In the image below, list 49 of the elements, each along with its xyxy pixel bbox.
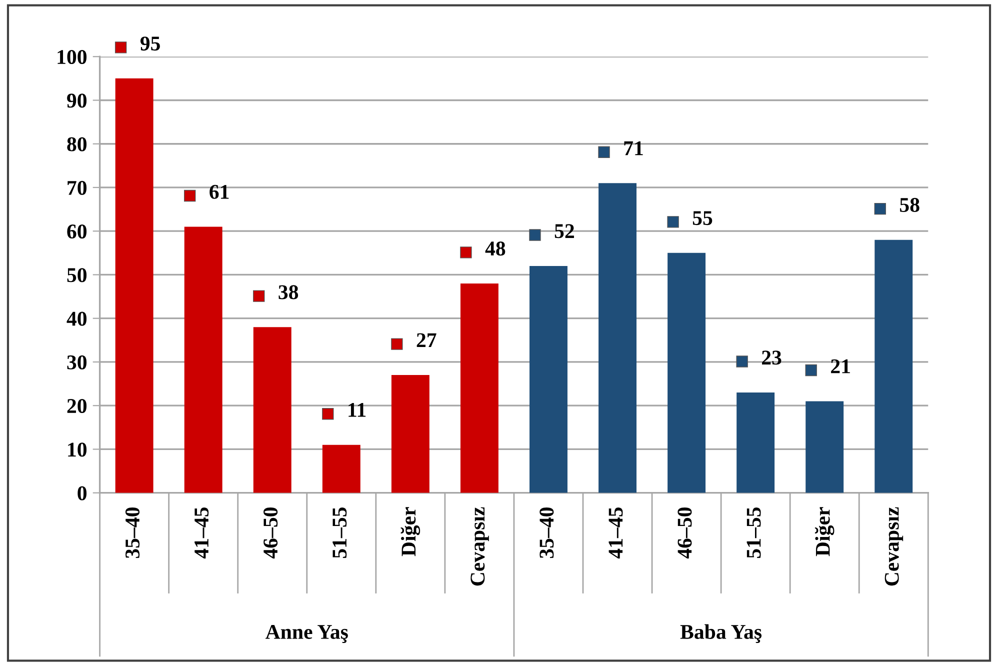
x-tick-label: Cevapsız (470, 507, 489, 586)
data-label: 71 (624, 141, 643, 156)
data-label: 48 (485, 242, 506, 256)
data-label: 27 (416, 333, 436, 348)
x-tick-label: 46–50 (678, 508, 692, 559)
y-tick-label: 90 (67, 94, 87, 108)
bar (322, 444, 360, 493)
y-tick-label: 50 (67, 268, 87, 282)
text: Baba Yaş (680, 624, 762, 644)
x-tick-label: Diğer (814, 507, 834, 556)
data-label: 23 (762, 350, 782, 365)
data-label: 58 (900, 198, 920, 212)
x-tick-label: 46–50 (264, 508, 278, 559)
y-tick-label: 80 (67, 137, 87, 152)
data-label: 61 (210, 184, 229, 199)
y-tick-label: 10 (68, 442, 87, 457)
x-tick-label: Diğer (400, 507, 420, 556)
x-tick-label: 51–55 (332, 507, 347, 558)
x-tick-label: 35–40 (125, 508, 140, 558)
bar (668, 252, 706, 493)
data-label: 11 (348, 403, 366, 417)
x-tick-label: 35–40 (540, 508, 554, 558)
y-tick-label: 100 (58, 50, 87, 64)
bar (530, 266, 568, 493)
bar (184, 226, 222, 493)
y-tick-label: 40 (66, 312, 87, 326)
bar (115, 78, 154, 493)
x-tick-label: 41–45 (194, 507, 209, 559)
y-tick-label: 0 (78, 486, 87, 500)
bar (806, 401, 844, 493)
data-label: 38 (278, 285, 298, 300)
text: Anne Yaş (266, 625, 348, 644)
data-label: 95 (140, 36, 160, 51)
bar (736, 392, 775, 493)
y-tick-label: 30 (67, 355, 87, 370)
y-tick-label: 70 (68, 180, 87, 195)
y-tick-label: 60 (67, 224, 87, 239)
bar (253, 327, 292, 493)
x-tick-label: 41–45 (608, 507, 623, 559)
data-label: 52 (554, 224, 574, 238)
bar (391, 375, 430, 493)
y-tick-label: 20 (67, 398, 87, 414)
bar (460, 283, 498, 493)
data-label: 21 (831, 359, 850, 374)
x-tick-label: 51–55 (746, 507, 761, 558)
x-tick-label: Cevapsız (884, 507, 904, 586)
bar (598, 183, 636, 493)
data-label: 55 (692, 211, 712, 226)
bar (874, 240, 913, 493)
